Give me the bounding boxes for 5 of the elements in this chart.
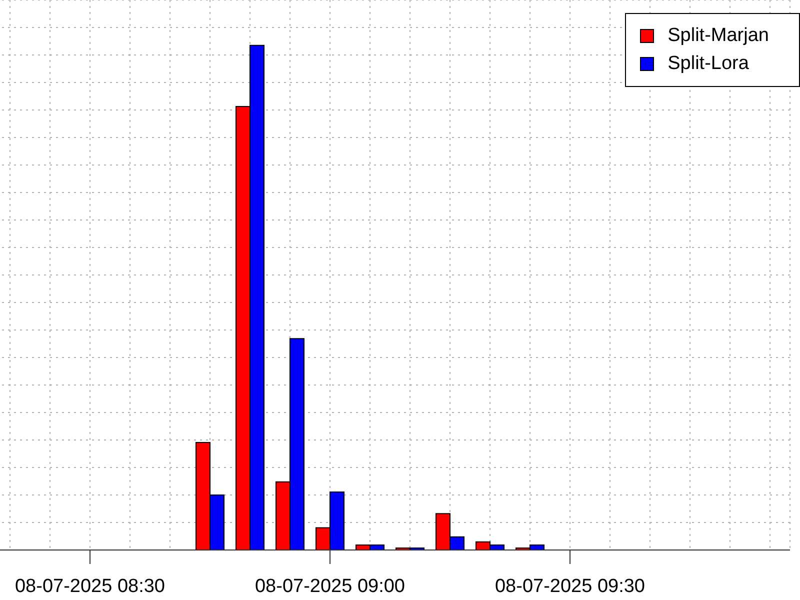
legend-label: Split-Marjan: [668, 24, 769, 48]
x-tick-label: 08-07-2025 09:00: [254, 576, 406, 597]
x-tick-label: 08-07-2025 09:30: [494, 576, 646, 597]
x-tick-label: 08-07-2025 08:30: [14, 576, 166, 597]
legend-label: Split-Lora: [668, 52, 749, 76]
